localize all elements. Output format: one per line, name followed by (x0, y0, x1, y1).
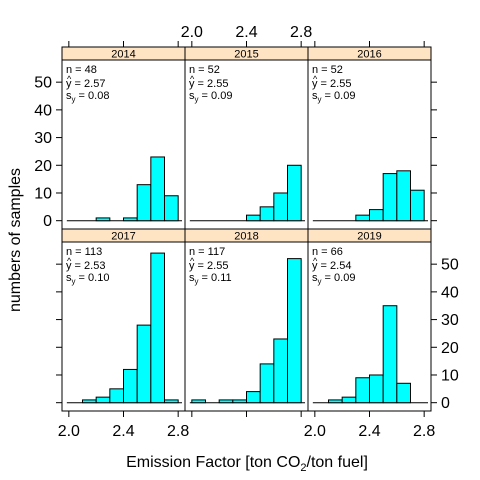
x-tick-label: 2.8 (413, 423, 435, 440)
stat-sy: sy = 0.10 (66, 272, 109, 286)
histogram-bar (219, 400, 233, 403)
stat-sy: sy = 0.09 (312, 90, 355, 104)
panel-year-label: 2016 (357, 49, 381, 61)
histogram-bar (151, 157, 165, 221)
x-tick-label: 2.0 (58, 423, 80, 440)
stat-sy: sy = 0.09 (312, 272, 355, 286)
histogram-bar (247, 215, 261, 221)
panel-year-label: 2018 (234, 231, 258, 243)
y-tick-label: 20 (441, 340, 459, 357)
x-tick-label: 2.8 (167, 423, 189, 440)
panel-year-label: 2017 (111, 231, 135, 243)
y-tick-label: 10 (441, 367, 459, 384)
histogram-bar (274, 339, 288, 403)
histogram-bar (233, 400, 247, 403)
histogram-bar (383, 174, 397, 221)
y-tick-label: 30 (34, 130, 52, 147)
y-tick-label: 0 (441, 395, 450, 412)
histogram-bar (329, 400, 343, 403)
stat-yhat: y = 2.55 (189, 78, 228, 90)
histogram-bar (165, 400, 179, 403)
histogram-bar (342, 397, 356, 403)
histogram-bar (124, 218, 138, 221)
histogram-bar (96, 218, 110, 221)
panel-year-label: 2019 (357, 231, 381, 243)
histogram-bar (124, 369, 138, 402)
y-tick-label: 50 (34, 75, 52, 92)
y-tick-label: 0 (43, 213, 52, 230)
x-axis-label-prefix: Emission Factor [ton CO (126, 454, 300, 471)
panel-year-label: 2015 (234, 49, 258, 61)
stat-yhat: y = 2.54 (312, 260, 351, 272)
histogram-bar (247, 392, 261, 403)
histogram-bar (370, 210, 384, 221)
histogram-bar (151, 253, 165, 403)
histogram-bar (397, 171, 411, 221)
x-tick-label: 2.0 (181, 24, 203, 41)
histogram-bar (192, 400, 206, 403)
y-tick-label: 30 (441, 312, 459, 329)
histogram-bar (274, 193, 288, 221)
y-tick-label: 50 (441, 257, 459, 274)
histogram-bar (356, 378, 370, 403)
stat-sy: sy = 0.08 (66, 90, 109, 104)
histogram-bar (137, 325, 151, 403)
stat-n: n = 117 (189, 246, 225, 258)
y-tick-label: 10 (34, 185, 52, 202)
histogram-bar (383, 306, 397, 403)
histogram-bar (397, 383, 411, 402)
y-tick-label: 20 (34, 158, 52, 175)
stat-yhat: y = 2.55 (189, 260, 228, 272)
histogram-bar (137, 185, 151, 221)
histogram-bar (288, 165, 302, 220)
y-tick-label: 40 (441, 284, 459, 301)
x-tick-label: 2.4 (235, 24, 257, 41)
x-tick-label: 2.0 (304, 423, 326, 440)
histogram-bar (288, 259, 302, 403)
y-axis-label: numbers of samples (7, 168, 24, 312)
stat-sy: sy = 0.11 (189, 272, 232, 286)
stat-yhat: y = 2.53 (66, 260, 105, 272)
panel-year-label: 2014 (111, 49, 135, 61)
histogram-bar (356, 215, 370, 221)
histogram-bar (260, 364, 274, 403)
x-axis-label-suffix: /ton fuel] (307, 454, 368, 471)
x-tick-label: 2.8 (290, 24, 312, 41)
histogram-bar (110, 389, 124, 403)
stat-sy: sy = 0.09 (189, 90, 232, 104)
histogram-bar (411, 190, 425, 220)
histogram-bar (370, 375, 384, 403)
y-tick-label: 40 (34, 102, 52, 119)
histogram-bar (96, 397, 110, 403)
stat-n: n = 113 (66, 246, 102, 258)
x-tick-label: 2.4 (358, 423, 380, 440)
histogram-bar (165, 196, 179, 221)
x-axis-label: Emission Factor [ton CO2/ton fuel] (126, 454, 368, 474)
histogram-bar (260, 207, 274, 221)
histogram-bar (83, 400, 97, 403)
x-tick-label: 2.4 (112, 423, 134, 440)
stat-yhat: y = 2.57 (66, 78, 105, 90)
stat-yhat: y = 2.55 (312, 78, 351, 90)
